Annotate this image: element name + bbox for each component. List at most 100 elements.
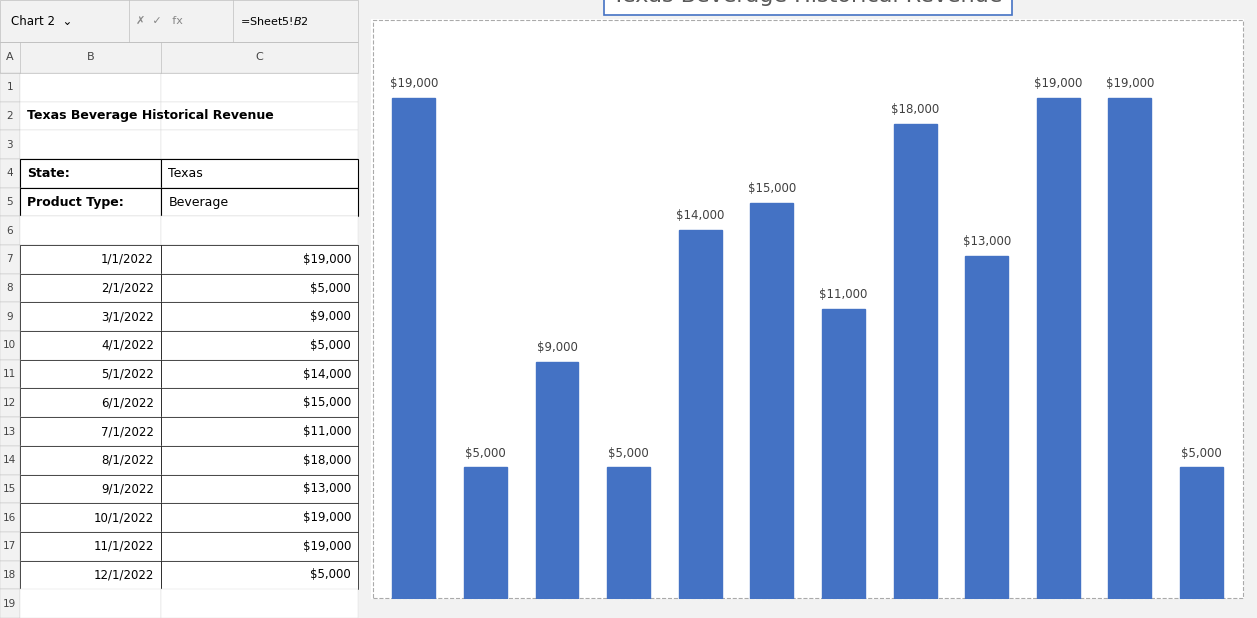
FancyBboxPatch shape bbox=[161, 503, 358, 532]
Text: $5,000: $5,000 bbox=[310, 282, 351, 295]
FancyBboxPatch shape bbox=[0, 503, 20, 532]
FancyBboxPatch shape bbox=[20, 446, 161, 475]
Text: C: C bbox=[256, 53, 264, 62]
FancyBboxPatch shape bbox=[0, 446, 20, 475]
FancyBboxPatch shape bbox=[0, 475, 20, 503]
Text: 7: 7 bbox=[6, 255, 13, 265]
FancyBboxPatch shape bbox=[20, 274, 161, 302]
FancyBboxPatch shape bbox=[161, 130, 358, 159]
Text: Chart 2  ⌄: Chart 2 ⌄ bbox=[11, 14, 72, 28]
Text: $14,000: $14,000 bbox=[676, 209, 724, 222]
Text: 10/1/2022: 10/1/2022 bbox=[94, 511, 155, 524]
FancyBboxPatch shape bbox=[0, 159, 20, 188]
Text: $15,000: $15,000 bbox=[748, 182, 796, 195]
Text: 13: 13 bbox=[4, 426, 16, 436]
FancyBboxPatch shape bbox=[20, 188, 161, 216]
Text: 3: 3 bbox=[6, 140, 13, 150]
FancyBboxPatch shape bbox=[20, 503, 161, 532]
Text: 9: 9 bbox=[6, 311, 13, 322]
FancyBboxPatch shape bbox=[161, 446, 358, 475]
FancyBboxPatch shape bbox=[20, 188, 161, 216]
FancyBboxPatch shape bbox=[20, 302, 161, 331]
Bar bbox=[1037, 98, 1080, 599]
Bar bbox=[822, 309, 865, 599]
FancyBboxPatch shape bbox=[161, 302, 358, 331]
Text: $11,000: $11,000 bbox=[820, 288, 867, 301]
Text: 4: 4 bbox=[6, 168, 13, 179]
Text: 2: 2 bbox=[6, 111, 13, 121]
FancyBboxPatch shape bbox=[161, 475, 358, 503]
FancyBboxPatch shape bbox=[0, 590, 20, 618]
Text: $19,000: $19,000 bbox=[303, 511, 351, 524]
Text: Texas: Texas bbox=[168, 167, 204, 180]
Text: 3/1/2022: 3/1/2022 bbox=[102, 310, 155, 323]
Bar bbox=[535, 362, 578, 599]
Text: $14,000: $14,000 bbox=[303, 368, 351, 381]
FancyBboxPatch shape bbox=[161, 389, 358, 417]
FancyBboxPatch shape bbox=[0, 0, 358, 42]
FancyBboxPatch shape bbox=[0, 188, 20, 216]
FancyBboxPatch shape bbox=[161, 532, 358, 561]
Text: $13,000: $13,000 bbox=[303, 483, 351, 496]
FancyBboxPatch shape bbox=[161, 188, 358, 216]
Text: State:: State: bbox=[26, 167, 69, 180]
Text: 6: 6 bbox=[6, 226, 13, 235]
FancyBboxPatch shape bbox=[161, 331, 358, 360]
Text: 15: 15 bbox=[4, 484, 16, 494]
Text: 10: 10 bbox=[4, 341, 16, 350]
Text: 7/1/2022: 7/1/2022 bbox=[101, 425, 155, 438]
Bar bbox=[750, 203, 793, 599]
FancyBboxPatch shape bbox=[161, 561, 358, 590]
FancyBboxPatch shape bbox=[20, 561, 161, 590]
Bar bbox=[607, 467, 650, 599]
FancyBboxPatch shape bbox=[161, 475, 358, 503]
Text: $19,000: $19,000 bbox=[1106, 77, 1154, 90]
FancyBboxPatch shape bbox=[20, 274, 161, 302]
Text: 1/1/2022: 1/1/2022 bbox=[101, 253, 155, 266]
FancyBboxPatch shape bbox=[20, 245, 161, 274]
Text: 9/1/2022: 9/1/2022 bbox=[101, 483, 155, 496]
Bar bbox=[894, 124, 936, 599]
Text: ✗  ✓   fx: ✗ ✓ fx bbox=[136, 16, 184, 26]
Text: $15,000: $15,000 bbox=[303, 396, 351, 409]
Text: 12/1/2022: 12/1/2022 bbox=[94, 569, 155, 582]
FancyBboxPatch shape bbox=[161, 274, 358, 302]
FancyBboxPatch shape bbox=[161, 302, 358, 331]
Bar bbox=[464, 467, 507, 599]
FancyBboxPatch shape bbox=[161, 274, 358, 302]
FancyBboxPatch shape bbox=[161, 446, 358, 475]
FancyBboxPatch shape bbox=[0, 331, 20, 360]
Text: $18,000: $18,000 bbox=[891, 103, 939, 116]
FancyBboxPatch shape bbox=[0, 532, 20, 561]
FancyBboxPatch shape bbox=[20, 360, 161, 389]
Bar bbox=[1109, 98, 1151, 599]
FancyBboxPatch shape bbox=[0, 302, 20, 331]
Text: 2/1/2022: 2/1/2022 bbox=[101, 282, 155, 295]
Text: 18: 18 bbox=[4, 570, 16, 580]
FancyBboxPatch shape bbox=[161, 532, 358, 561]
FancyBboxPatch shape bbox=[0, 73, 20, 101]
FancyBboxPatch shape bbox=[20, 159, 161, 188]
Text: B: B bbox=[87, 53, 94, 62]
FancyBboxPatch shape bbox=[20, 331, 161, 360]
FancyBboxPatch shape bbox=[0, 216, 20, 245]
FancyBboxPatch shape bbox=[161, 503, 358, 532]
FancyBboxPatch shape bbox=[161, 360, 358, 389]
FancyBboxPatch shape bbox=[20, 159, 161, 188]
Text: $5,000: $5,000 bbox=[1182, 447, 1222, 460]
FancyBboxPatch shape bbox=[161, 331, 358, 360]
FancyBboxPatch shape bbox=[0, 561, 20, 590]
FancyBboxPatch shape bbox=[20, 73, 161, 101]
FancyBboxPatch shape bbox=[161, 389, 358, 417]
FancyBboxPatch shape bbox=[161, 417, 358, 446]
Text: $19,000: $19,000 bbox=[390, 77, 437, 90]
Bar bbox=[1180, 467, 1223, 599]
FancyBboxPatch shape bbox=[20, 475, 161, 503]
FancyBboxPatch shape bbox=[20, 101, 161, 130]
FancyBboxPatch shape bbox=[161, 245, 358, 274]
FancyBboxPatch shape bbox=[0, 130, 20, 159]
Text: $9,000: $9,000 bbox=[310, 310, 351, 323]
Text: $13,000: $13,000 bbox=[963, 235, 1011, 248]
Text: $5,000: $5,000 bbox=[310, 569, 351, 582]
FancyBboxPatch shape bbox=[161, 561, 358, 590]
